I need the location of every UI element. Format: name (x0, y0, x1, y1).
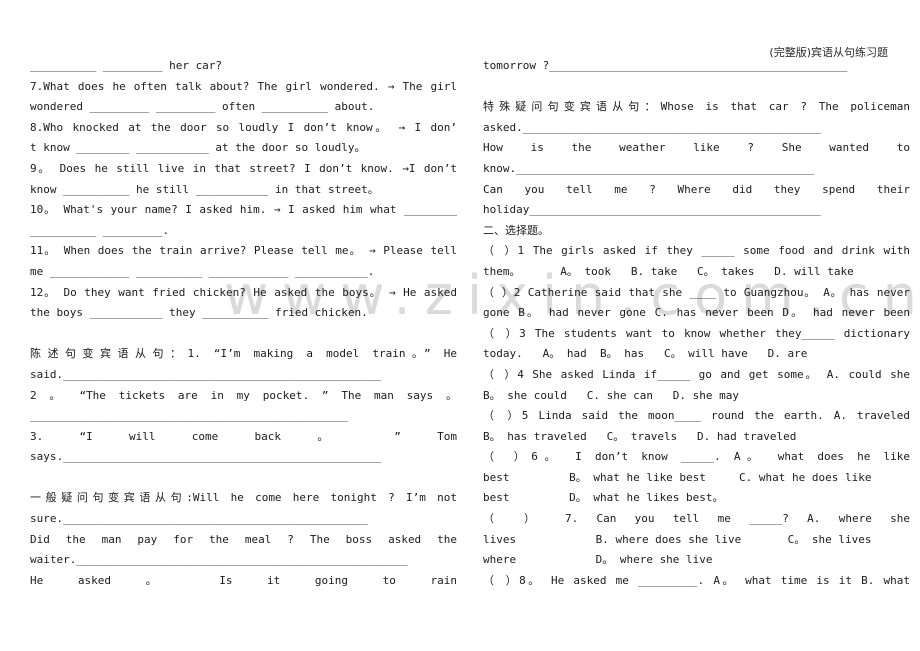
text-line: said.___________________________________… (30, 367, 381, 381)
text-line: 一般疑问句变宾语从句:Will he come here tonight ? I… (30, 491, 457, 505)
text-line: B。 has traveled C。 travels D. had travel… (483, 429, 797, 443)
text-line: best B。 what he like best C. what he doe… (483, 470, 872, 484)
text-line: 3. “I will come back 。 ” Tom (30, 429, 457, 443)
text-line: （ ）6。 I don’t know _____. A。 what does h… (483, 450, 910, 464)
right-text-column: tomorrow ?______________________________… (483, 56, 910, 591)
text-line: Can you tell me ? Where did they spend t… (483, 182, 910, 196)
text-line: says.___________________________________… (30, 450, 381, 464)
text-line: 12。 Do they want fried chicken? He asked… (30, 285, 457, 299)
text-line: （ ） 7. Can you tell me _____? A. where s… (483, 512, 910, 526)
text-line: B。 she could C. she can D. she may (483, 388, 740, 402)
text-line: 陈述句变宾语从句：1. “I’m making a model train。” … (30, 347, 457, 361)
text-line: know __________ he still ___________ in … (30, 182, 379, 196)
text-line (30, 324, 457, 345)
left-text-column: __________ _________ her car? 7.What does… (30, 56, 457, 591)
text-line: holiday_________________________________… (483, 203, 821, 217)
text-line: （ ）4 She asked Linda if_____ go and get … (483, 367, 910, 381)
text-line: gone B。 had never gone C. has never been… (483, 306, 910, 320)
text-line: （ ）8。 He asked me _________. A。 what tim… (483, 573, 910, 587)
text-line: 8.Who knocked at the door so loudly I do… (30, 120, 457, 134)
text-line: them。 A。 took B. take C。 takes D. will t… (483, 264, 854, 278)
watermark-text: www.zixin.com.cn (224, 264, 920, 327)
text-line: （ ）3 The students want to know whether t… (483, 326, 910, 340)
text-line: ________________________________________… (30, 409, 348, 423)
text-line: sure.___________________________________… (30, 512, 368, 526)
text-line: know.___________________________________… (483, 161, 815, 175)
text-line: （ ）2 Catherine said that she ____ to Gua… (483, 285, 910, 299)
text-line: He asked 。 Is it going to rain (30, 573, 457, 587)
text-line: 2 。 “The tickets are in my pocket. ” The… (30, 388, 457, 402)
text-line: waiter._________________________________… (30, 553, 408, 567)
text-line: where D。 where she live (483, 553, 713, 567)
text-line: 9。 Does he still live in that street? I … (30, 161, 457, 175)
text-line: 7.What does he often talk about? The gir… (30, 79, 457, 93)
text-line: 10。 What's your name? I asked him. → I a… (30, 203, 457, 217)
text-line: 11。 When does the train arrive? Please t… (30, 244, 457, 258)
text-line (30, 468, 457, 489)
text-line: __________ _________. (30, 223, 170, 237)
text-line: How is the weather like ? She wanted to (483, 141, 910, 155)
text-line: tomorrow ?______________________________… (483, 59, 848, 72)
text-line: t know ________ ___________ at the door … (30, 141, 366, 155)
text-line: Did the man pay for the meal ? The boss … (30, 532, 457, 546)
text-line: lives B. where does she live C。 she live… (483, 532, 872, 546)
page-header-title: (完整版)宾语从句练习题 (769, 46, 888, 59)
text-line: （ ）1 The girls asked if they _____ some … (483, 244, 910, 258)
text-line: 特殊疑问句变宾语从句：Whose is that car ? The polic… (483, 100, 910, 114)
text-line (483, 77, 910, 98)
text-line: __________ _________ her car? (30, 59, 223, 72)
text-line: （ ）5 Linda said the moon____ round the e… (483, 409, 910, 423)
text-line: 二、选择题。 (483, 223, 549, 237)
text-line: wondered _________ _________ often _____… (30, 100, 375, 114)
text-line: asked.__________________________________… (483, 120, 821, 134)
text-line: me ____________ __________ ____________ … (30, 264, 375, 278)
text-line: best D。 what he likes best。 (483, 491, 724, 505)
text-line: the boys ___________ they __________ fri… (30, 306, 368, 320)
text-line: today. A。 had B。 has C。 will have D. are (483, 347, 808, 361)
